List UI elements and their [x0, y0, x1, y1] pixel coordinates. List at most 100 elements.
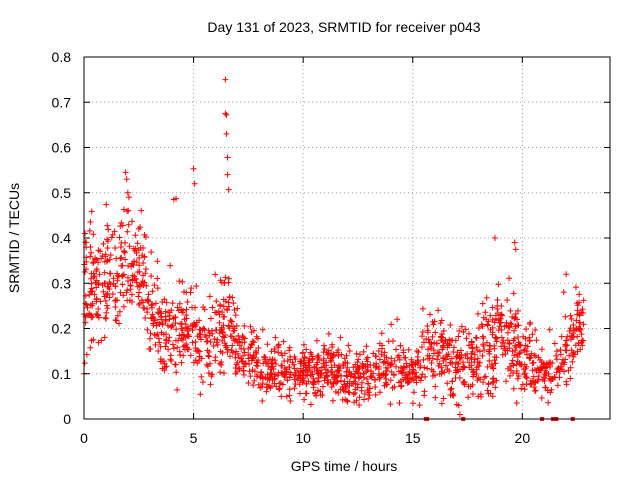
data-point — [458, 323, 465, 330]
data-point — [526, 321, 533, 328]
data-point — [563, 337, 570, 344]
data-point — [475, 324, 482, 331]
data-point — [286, 344, 293, 351]
data-point — [335, 390, 342, 397]
data-point — [179, 309, 186, 316]
x-tick-label: 5 — [190, 430, 198, 446]
data-point — [449, 392, 456, 399]
data-point — [509, 348, 516, 355]
data-point — [450, 348, 457, 355]
data-point — [81, 269, 88, 276]
data-point — [450, 392, 457, 399]
data-point — [102, 297, 109, 304]
data-point — [117, 223, 124, 230]
data-point — [147, 346, 154, 353]
data-point — [566, 327, 573, 334]
data-point — [558, 360, 565, 367]
data-point — [179, 327, 186, 334]
data-point — [569, 334, 576, 341]
data-point — [100, 240, 107, 247]
data-point — [577, 346, 584, 353]
data-point — [103, 291, 110, 298]
data-point — [184, 327, 191, 334]
data-point — [436, 350, 443, 357]
data-point — [125, 262, 132, 269]
data-point — [483, 294, 490, 301]
data-point — [291, 385, 298, 392]
data-point — [217, 369, 224, 376]
data-point — [204, 347, 211, 354]
data-point — [350, 391, 357, 398]
x-tick-label: 10 — [295, 430, 311, 446]
data-point — [213, 309, 220, 316]
data-point — [119, 281, 126, 288]
data-point — [168, 323, 175, 330]
data-point — [475, 363, 482, 370]
data-point — [479, 323, 486, 330]
data-point — [284, 377, 291, 384]
data-point — [259, 397, 266, 404]
data-point — [139, 252, 146, 259]
data-point — [299, 350, 306, 357]
data-point — [501, 323, 508, 330]
data-point — [233, 361, 240, 368]
data-point — [116, 234, 123, 241]
data-point — [443, 356, 450, 363]
data-point — [546, 359, 553, 366]
data-point — [207, 381, 214, 388]
data-point — [441, 369, 448, 376]
data-point — [424, 327, 431, 334]
data-point — [176, 348, 183, 355]
data-point — [241, 323, 248, 330]
data-point — [309, 368, 316, 375]
data-point — [397, 378, 404, 385]
data-point — [259, 383, 266, 390]
data-point — [116, 308, 123, 315]
data-point — [124, 274, 131, 281]
data-point — [457, 354, 464, 361]
data-point — [387, 362, 394, 369]
data-point — [204, 337, 211, 344]
data-point — [253, 359, 260, 366]
data-point — [551, 340, 558, 347]
data-point — [104, 245, 111, 252]
data-point — [387, 401, 394, 408]
data-point — [512, 347, 519, 354]
data-point — [189, 322, 196, 329]
data-point — [511, 315, 518, 322]
data-point — [439, 344, 446, 351]
data-point — [205, 352, 212, 359]
data-point — [343, 397, 350, 404]
data-point — [103, 201, 110, 208]
data-point — [319, 383, 326, 390]
data-point — [133, 259, 140, 266]
data-point — [248, 357, 255, 364]
data-point — [287, 398, 294, 405]
data-point — [277, 380, 284, 387]
data-point — [507, 372, 514, 379]
data-point — [513, 370, 520, 377]
data-point — [250, 352, 257, 359]
data-point — [446, 342, 453, 349]
data-point — [281, 371, 288, 378]
data-point — [112, 245, 119, 252]
data-point — [363, 376, 370, 383]
data-point — [512, 246, 519, 253]
data-point — [300, 377, 307, 384]
data-point — [247, 344, 254, 351]
data-point — [366, 392, 373, 399]
data-point — [225, 186, 232, 193]
data-point — [460, 380, 467, 387]
data-point — [420, 356, 427, 363]
data-point — [104, 222, 111, 229]
data-point — [215, 308, 222, 315]
data-point — [403, 360, 410, 367]
chart-title: Day 131 of 2023, SRMTID for receiver p04… — [207, 19, 480, 35]
data-point — [88, 285, 95, 292]
data-point — [331, 371, 338, 378]
data-point — [213, 298, 220, 305]
data-point — [169, 300, 176, 307]
data-point — [110, 275, 117, 282]
y-tick-label: 0.1 — [52, 366, 72, 382]
data-point — [493, 377, 500, 384]
